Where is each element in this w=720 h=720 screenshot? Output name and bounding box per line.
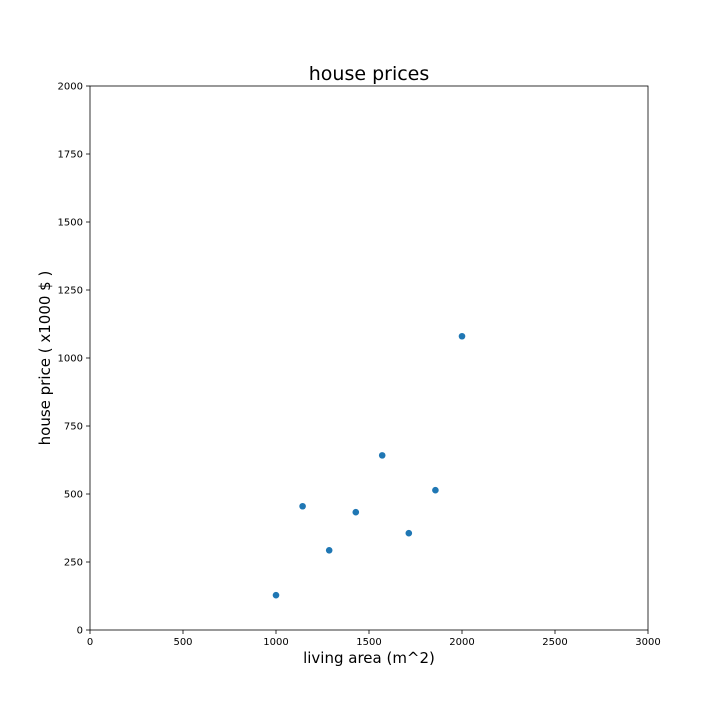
data-point bbox=[432, 486, 439, 494]
x-tick-label: 2500 bbox=[542, 637, 567, 648]
y-tick-label: 1250 bbox=[58, 286, 83, 297]
x-tick-label: 3000 bbox=[635, 637, 660, 648]
y-tick-label: 1500 bbox=[58, 218, 83, 229]
x-axis-ticks: 0 500 1000 1500 2000 2500 3000 bbox=[87, 630, 661, 648]
data-point bbox=[325, 547, 333, 554]
x-axis-label: living area (m^2) bbox=[303, 649, 435, 667]
y-tick-label: 250 bbox=[64, 558, 83, 569]
data-point bbox=[352, 508, 360, 516]
x-tick-label: 1500 bbox=[356, 637, 381, 648]
data-point bbox=[299, 502, 306, 510]
y-tick-label: 1750 bbox=[58, 150, 83, 161]
x-tick-label: 2000 bbox=[449, 637, 474, 648]
data-points bbox=[272, 332, 466, 599]
y-tick-label: 500 bbox=[64, 490, 83, 501]
data-point bbox=[405, 529, 413, 537]
y-tick-label: 1000 bbox=[58, 354, 83, 365]
y-tick-label: 750 bbox=[64, 422, 83, 433]
y-axis-ticks: 0 250 500 750 1000 1250 1500 1750 2000 bbox=[58, 82, 90, 637]
data-point bbox=[272, 591, 280, 599]
x-tick-label: 0 bbox=[87, 637, 93, 648]
data-point bbox=[378, 452, 386, 459]
y-tick-label: 0 bbox=[77, 626, 83, 637]
plot-area-frame bbox=[89, 85, 649, 631]
chart-title: house prices bbox=[309, 63, 430, 85]
x-tick-label: 1000 bbox=[263, 637, 288, 648]
x-tick-label: 500 bbox=[173, 637, 192, 648]
y-tick-label: 2000 bbox=[58, 82, 83, 93]
data-point bbox=[458, 332, 466, 340]
y-axis-label: house price ( x1000 $ ) bbox=[36, 271, 54, 446]
